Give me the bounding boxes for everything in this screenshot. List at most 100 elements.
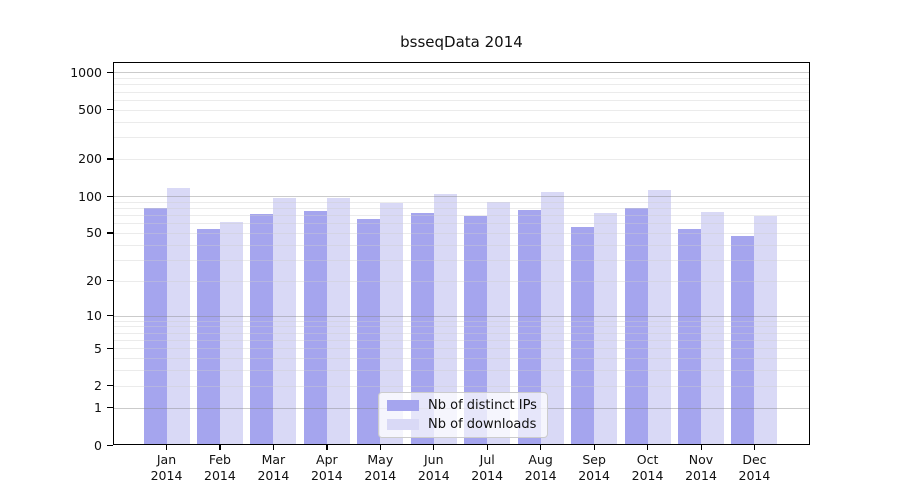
gridline-4 [113, 358, 810, 360]
x-tick-label-nov: Nov 2014 [685, 452, 717, 483]
y-tick-label-200: 200 [78, 151, 102, 167]
bar-ips-may [357, 219, 381, 445]
x-tick-label-aug: Aug 2014 [524, 452, 557, 483]
x-tick-label-jul: Jul 2014 [471, 452, 504, 483]
gridline-200 [113, 158, 810, 160]
legend-label-downloads: Nb of downloads [428, 417, 537, 432]
x-tick-label-feb: Feb 2014 [204, 452, 236, 483]
y-tick-200 [107, 158, 113, 160]
x-tick-may [379, 445, 381, 450]
gridline-600 [113, 99, 810, 101]
gridline-50 [113, 232, 810, 234]
y-tick-5 [107, 347, 113, 350]
gridline-500 [113, 109, 810, 111]
y-tick-label-50: 50 [86, 225, 102, 241]
gridline-3 [113, 370, 810, 372]
legend-swatch-distinct-ips [387, 400, 419, 411]
bar-downloads-aug [540, 191, 564, 445]
bar-ips-mar [250, 214, 274, 445]
x-tick-feb [219, 445, 221, 450]
y-tick-0 [107, 444, 113, 446]
y-tick-100 [107, 195, 113, 197]
x-tick-label-oct: Oct 2014 [631, 452, 664, 483]
plot-frame [113, 62, 810, 445]
x-tick-apr [326, 445, 328, 450]
x-tick-label-jan: Jan 2014 [150, 452, 183, 483]
bar-ips-nov [678, 228, 701, 445]
bar-downloads-sep [594, 212, 618, 445]
x-tick-label-may: May 2014 [364, 452, 397, 483]
gridline-2 [113, 385, 810, 387]
gridline-700 [113, 91, 810, 93]
plot-area: Nb of distinct IPs Nb of downloads [113, 62, 810, 445]
bar-ips-dec [731, 236, 755, 445]
bar-downloads-jun [433, 194, 457, 445]
bar-ips-sep [571, 226, 595, 445]
gridline-1000 [113, 72, 810, 74]
gridline-900 [113, 78, 810, 80]
bar-ips-jul [464, 215, 488, 445]
y-tick-label-5: 5 [94, 340, 102, 356]
y-tick-label-1: 1 [94, 400, 102, 416]
y-tick-10 [107, 315, 113, 317]
gridline-60 [113, 223, 810, 225]
y-tick-label-100: 100 [78, 188, 102, 204]
bar-ips-aug [517, 210, 541, 445]
y-tick-500 [107, 109, 113, 111]
x-tick-mar [272, 445, 275, 450]
gridline-5 [113, 348, 810, 350]
x-tick-label-sep: Sep 2014 [578, 452, 610, 483]
x-tick-label-dec: Dec 2014 [738, 452, 771, 483]
y-tick-label-10: 10 [86, 308, 102, 324]
gridline-10 [113, 315, 810, 317]
gridline-80 [113, 207, 810, 209]
bar-downloads-oct [647, 189, 671, 445]
bar-downloads-feb [219, 221, 243, 445]
gridline-100 [113, 196, 810, 198]
y-tick-2 [107, 385, 113, 387]
x-tick-jun [433, 445, 435, 450]
y-tick-label-0: 0 [94, 437, 102, 453]
gridline-20 [113, 280, 810, 282]
y-tick-20 [107, 280, 113, 282]
y-tick-label-2: 2 [94, 378, 102, 394]
bar-ips-jan [143, 207, 167, 445]
bar-downloads-mar [273, 197, 297, 445]
y-tick-label-20: 20 [86, 273, 102, 289]
gridline-9 [113, 320, 810, 322]
y-tick-50 [107, 232, 113, 234]
gridline-30 [113, 259, 810, 261]
bar-downloads-dec [754, 215, 778, 445]
bars-layer [113, 62, 810, 445]
bar-downloads-may [380, 202, 404, 445]
bar-downloads-apr [326, 198, 350, 445]
gridline-6 [113, 340, 810, 342]
x-tick-dec [753, 445, 756, 450]
x-tick-sep [593, 445, 595, 450]
x-tick-label-mar: Mar 2014 [257, 452, 290, 483]
bar-downloads-nov [701, 212, 724, 445]
x-tick-aug [540, 445, 542, 450]
y-tick-1 [107, 407, 113, 409]
gridline-8 [113, 326, 810, 328]
x-tick-jan [166, 445, 168, 450]
gridline-40 [113, 244, 810, 246]
x-tick-jul [486, 445, 488, 450]
legend: Nb of distinct IPs Nb of downloads [378, 392, 548, 438]
gridline-7 [113, 332, 810, 334]
bar-ips-apr [303, 211, 327, 445]
gridline-90 [113, 201, 810, 203]
y-tick-label-500: 500 [78, 102, 102, 118]
legend-item-downloads: Nb of downloads [387, 417, 539, 432]
bar-ips-feb [196, 228, 220, 445]
legend-item-distinct-ips: Nb of distinct IPs [387, 398, 539, 413]
x-tick-label-apr: Apr 2014 [310, 452, 343, 483]
legend-swatch-downloads [387, 419, 419, 430]
gridline-400 [113, 121, 810, 123]
y-tick-1000 [107, 71, 113, 74]
gridline-800 [113, 84, 810, 86]
bar-downloads-jul [487, 201, 511, 445]
chart-title: bsseqData 2014 [400, 33, 523, 51]
bar-ips-jun [410, 212, 434, 445]
